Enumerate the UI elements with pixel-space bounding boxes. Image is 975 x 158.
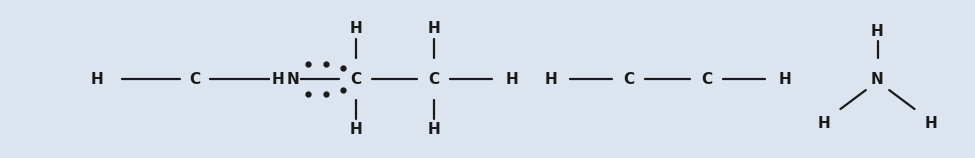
Text: H: H xyxy=(427,122,441,137)
Text: H: H xyxy=(349,21,363,36)
Text: C: C xyxy=(701,72,713,86)
Text: H: H xyxy=(271,72,285,86)
Text: C: C xyxy=(623,72,635,86)
Text: H: H xyxy=(91,72,104,86)
Text: N: N xyxy=(286,72,299,86)
Text: H: H xyxy=(924,116,938,131)
Text: H: H xyxy=(778,72,792,86)
Text: H: H xyxy=(871,24,884,39)
Text: N: N xyxy=(871,72,884,86)
Text: H: H xyxy=(427,21,441,36)
Text: C: C xyxy=(350,72,362,86)
Text: H: H xyxy=(817,116,831,131)
Text: H: H xyxy=(505,72,519,86)
Text: H: H xyxy=(544,72,558,86)
Text: C: C xyxy=(428,72,440,86)
Text: H: H xyxy=(349,122,363,137)
Text: C: C xyxy=(189,72,201,86)
